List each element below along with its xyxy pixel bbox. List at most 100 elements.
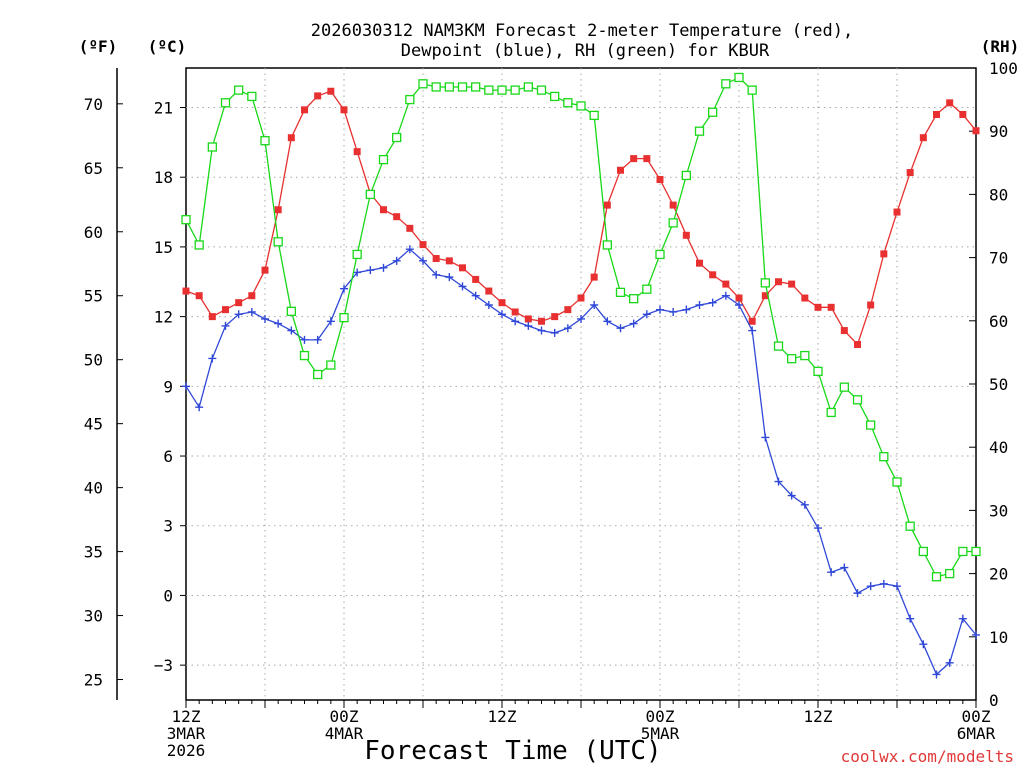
dewpoint-data-point — [682, 305, 691, 314]
rh-data-point — [813, 366, 823, 377]
temperature-data-point — [445, 257, 453, 265]
dewpoint-series-line — [185, 248, 977, 676]
x-axis-tick-label: 6MAR — [957, 724, 996, 743]
dewpoint-data-point — [326, 317, 335, 326]
temperature-data-point — [827, 303, 835, 311]
temperature-data-point — [235, 299, 243, 307]
fahrenheit-tick-label: 55 — [84, 287, 103, 306]
temperature-data-point — [208, 313, 216, 321]
temperature-data-point — [959, 110, 967, 118]
dewpoint-data-point — [774, 477, 783, 486]
rh-data-point — [931, 572, 942, 582]
fahrenheit-tick-label: 70 — [84, 95, 103, 114]
temperature-data-point — [933, 110, 940, 118]
rh-data-point — [260, 136, 270, 146]
temperature-data-point — [195, 292, 203, 300]
grid-layer — [186, 68, 976, 700]
temperature-data-point — [761, 292, 769, 300]
dewpoint-data-point — [234, 310, 243, 319]
temperature-data-point — [775, 278, 782, 286]
dewpoint-data-point — [932, 670, 941, 679]
dewpoint-data-point — [392, 256, 401, 265]
dewpoint-data-point — [893, 582, 901, 591]
rh-data-point — [694, 126, 705, 136]
dewpoint-data-point — [471, 291, 480, 300]
dewpoint-data-point — [577, 314, 585, 323]
temperature-data-point — [919, 134, 927, 142]
rh-data-point — [392, 132, 402, 143]
temperature-data-point — [538, 317, 545, 325]
rh-data-point — [510, 85, 520, 95]
dewpoint-data-point — [603, 317, 612, 326]
temperature-data-point — [498, 299, 506, 307]
temperature-data-point — [669, 201, 677, 209]
temperature-data-point — [748, 317, 756, 325]
rh-tick-label: 50 — [989, 375, 1008, 394]
rh-data-point — [563, 98, 573, 108]
celsius-tick-label: 12 — [154, 308, 173, 327]
dewpoint-data-point — [735, 301, 743, 309]
rh-data-point — [523, 82, 533, 92]
x-axis-tick-label: 4MAR — [325, 724, 364, 743]
dewpoint-data-point — [340, 284, 348, 293]
dewpoint-data-point — [827, 568, 836, 577]
temperature-data-point — [287, 134, 295, 142]
temperature-data-point — [301, 106, 308, 114]
dewpoint-data-point — [721, 291, 730, 300]
rh-data-point — [852, 395, 863, 405]
dewpoint-data-point — [432, 270, 441, 279]
rh-data-point — [247, 91, 257, 102]
celsius-tick-label: 6 — [163, 447, 173, 466]
dewpoint-data-point — [524, 321, 533, 330]
rh-tick-label: 80 — [989, 185, 1008, 204]
rh-data-point — [760, 278, 770, 288]
temperature-data-point — [801, 294, 809, 302]
x-axis-tick-label: 3MAR — [167, 724, 206, 743]
rh-data-point — [615, 287, 626, 298]
dewpoint-data-point — [919, 640, 928, 649]
fahrenheit-tick-label: 50 — [84, 351, 103, 370]
temperature-data-point — [393, 213, 401, 221]
celsius-axis-label: (ºC) — [148, 37, 187, 56]
rh-tick-label: 90 — [989, 122, 1008, 141]
rh-data-point — [905, 521, 915, 531]
rh-data-point — [721, 79, 731, 89]
temperature-data-point — [577, 294, 585, 302]
rh-tick-label: 30 — [989, 501, 1008, 520]
temperature-data-point — [722, 280, 730, 288]
x-axis-tick-label: 12Z — [804, 707, 833, 726]
fahrenheit-tick-label: 60 — [84, 223, 103, 242]
dewpoint-data-point — [484, 301, 493, 309]
x-axis-title: Forecast Time (UTC) — [364, 736, 661, 766]
dewpoint-data-point — [748, 326, 757, 335]
dewpoint-data-point — [708, 298, 717, 307]
fahrenheit-tick-label: 35 — [84, 543, 103, 562]
rh-data-point — [839, 382, 849, 392]
x-axis-tick-label: 5MAR — [641, 724, 680, 743]
rh-data-point — [734, 72, 744, 83]
temperature-data-point — [854, 341, 861, 348]
dewpoint-data-point — [221, 321, 230, 330]
temperature-data-point — [735, 294, 743, 302]
temperature-data-point — [564, 306, 572, 314]
dewpoint-data-point — [800, 500, 809, 509]
temperature-data-point — [182, 287, 190, 295]
rh-data-point — [457, 82, 468, 92]
dewpoint-data-point — [287, 326, 296, 335]
dewpoint-data-point — [353, 268, 362, 277]
temperature-data-point — [261, 266, 269, 274]
dewpoint-data-point — [853, 589, 862, 598]
rh-data-point — [892, 477, 902, 487]
temperature-data-point — [459, 264, 466, 272]
temperature-data-point — [314, 92, 322, 100]
rh-data-point — [326, 360, 336, 370]
rh-tick-label: 0 — [989, 691, 999, 710]
rh-data-point — [299, 350, 310, 361]
rh-data-point — [444, 82, 454, 92]
dewpoint-data-point — [590, 301, 599, 309]
x-axis-tick-label: 12Z — [172, 707, 201, 726]
celsius-tick-label: 9 — [163, 377, 173, 396]
temperature-data-point — [419, 241, 427, 249]
rh-data-point — [286, 306, 296, 316]
dewpoint-data-point — [366, 266, 375, 275]
